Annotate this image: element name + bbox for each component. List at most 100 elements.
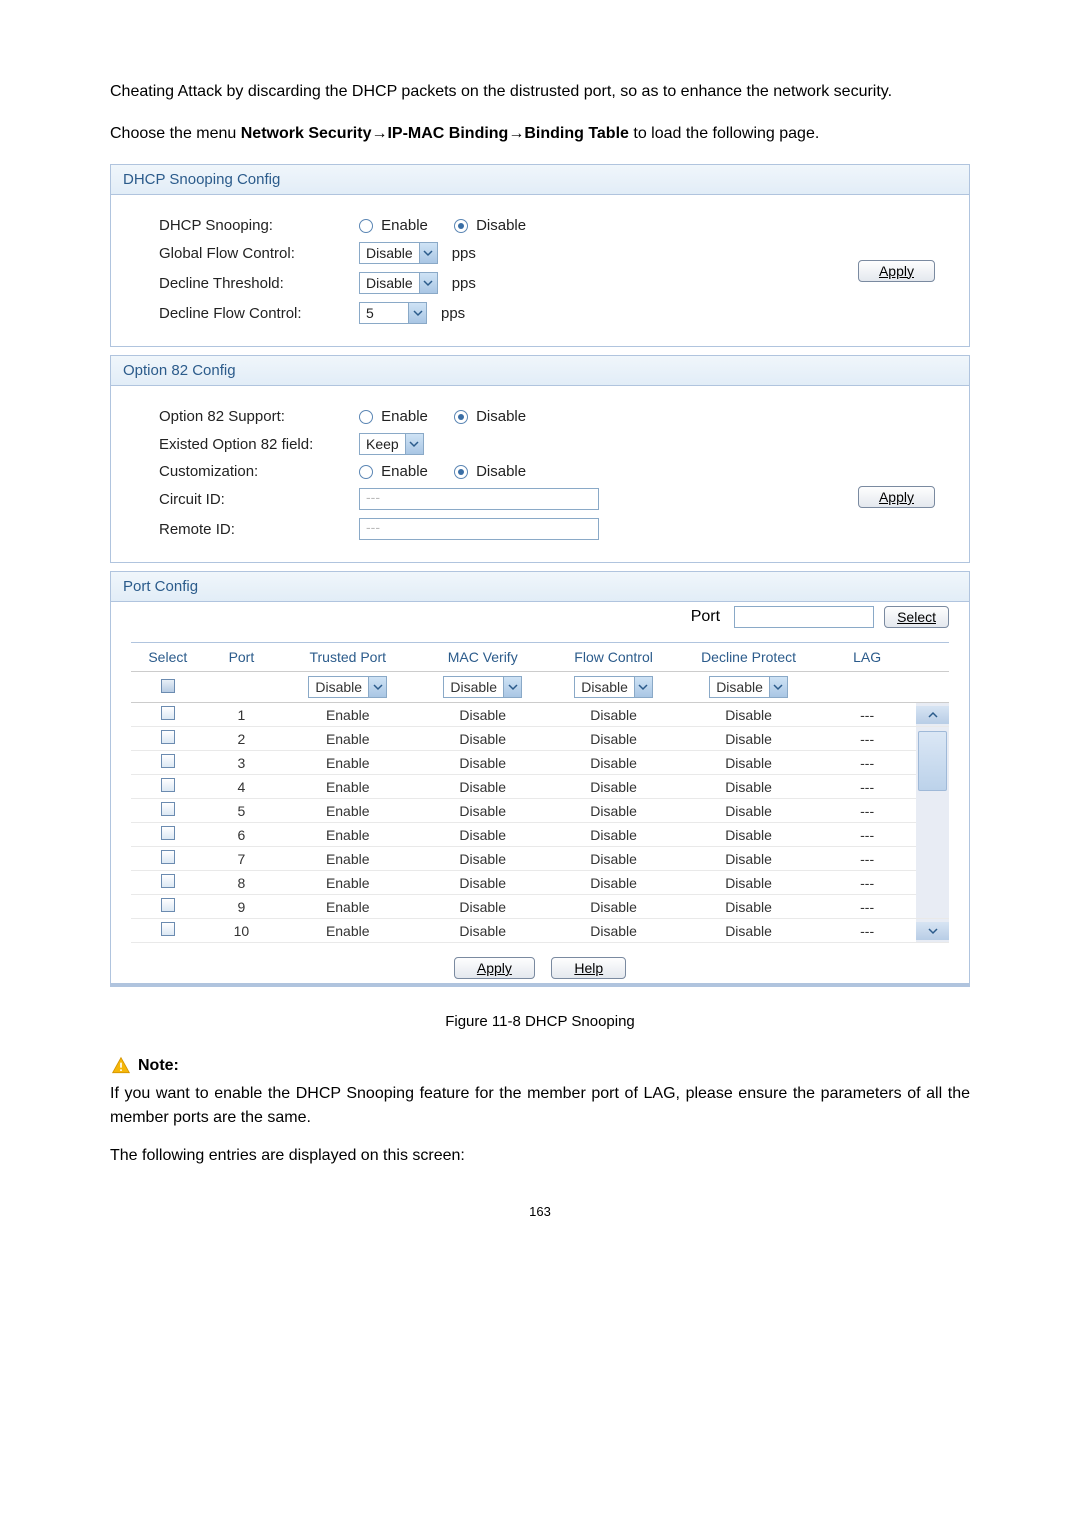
table-row: 4 Enable Disable Disable Disable ---	[131, 775, 949, 799]
table-row: 7 Enable Disable Disable Disable ---	[131, 847, 949, 871]
decline-default-select[interactable]: Disable	[709, 676, 788, 698]
port-filter-input[interactable]	[734, 606, 874, 628]
table-row: 6 Enable Disable Disable Disable ---	[131, 823, 949, 847]
row-checkbox[interactable]	[161, 826, 175, 840]
cell-flow: Disable	[548, 703, 679, 727]
warning-icon	[110, 1056, 132, 1076]
col-select: Select	[131, 643, 205, 672]
pps-unit: pps	[452, 245, 476, 262]
apply-button[interactable]: Apply	[858, 260, 935, 282]
decline-threshold-select[interactable]: Disable	[359, 272, 438, 294]
cell-lag: ---	[818, 919, 916, 943]
select-all-checkbox[interactable]	[161, 679, 175, 693]
disable-text: Disable	[476, 217, 526, 234]
cell-port: 7	[205, 847, 279, 871]
entries-intro: The following entries are displayed on t…	[110, 1144, 970, 1168]
table-row: 10 Enable Disable Disable Disable ---	[131, 919, 949, 943]
cell-flow: Disable	[548, 919, 679, 943]
col-decline: Decline Protect	[679, 643, 818, 672]
row-checkbox[interactable]	[161, 754, 175, 768]
scrollbar-thumb[interactable]	[918, 731, 947, 791]
cell-lag: ---	[818, 823, 916, 847]
chevron-down-icon[interactable]	[769, 677, 787, 697]
cell-trusted: Enable	[278, 703, 417, 727]
row-checkbox[interactable]	[161, 874, 175, 888]
cell-flow: Disable	[548, 775, 679, 799]
decline-threshold-label: Decline Threshold:	[159, 275, 359, 292]
custom-enable-radio[interactable]: Enable	[359, 463, 428, 480]
col-port: Port	[205, 643, 279, 672]
remote-id-input[interactable]: ---	[359, 518, 599, 540]
row-checkbox[interactable]	[161, 778, 175, 792]
circuit-id-label: Circuit ID:	[159, 491, 359, 508]
existed-option82-select[interactable]: Keep	[359, 433, 424, 455]
chevron-down-icon[interactable]	[408, 303, 426, 323]
cell-mac: Disable	[417, 847, 548, 871]
port-config-panel: Port Config Port Select Select Port Trus…	[110, 571, 970, 987]
cell-lag: ---	[818, 727, 916, 751]
cell-port: 10	[205, 919, 279, 943]
col-lag: LAG	[818, 643, 916, 672]
chevron-down-icon[interactable]	[419, 243, 437, 263]
note-heading: Note:	[110, 1056, 970, 1076]
cell-flow: Disable	[548, 823, 679, 847]
chevron-down-icon[interactable]	[419, 273, 437, 293]
apply-button[interactable]: Apply	[858, 486, 935, 508]
trusted-default-select[interactable]: Disable	[308, 676, 387, 698]
apply-button[interactable]: Apply	[454, 957, 535, 979]
cell-trusted: Enable	[278, 871, 417, 895]
option82-enable-radio[interactable]: Enable	[359, 408, 428, 425]
help-button[interactable]: Help	[551, 957, 626, 979]
mac-default-select[interactable]: Disable	[443, 676, 522, 698]
cell-port: 5	[205, 799, 279, 823]
cell-decline: Disable	[679, 799, 818, 823]
cell-flow: Disable	[548, 799, 679, 823]
row-checkbox[interactable]	[161, 898, 175, 912]
cell-lag: ---	[818, 871, 916, 895]
note-body: If you want to enable the DHCP Snooping …	[110, 1082, 970, 1130]
cell-trusted: Enable	[278, 895, 417, 919]
cell-flow: Disable	[548, 751, 679, 775]
cell-port: 9	[205, 895, 279, 919]
cell-decline: Disable	[679, 895, 818, 919]
option82-disable-radio[interactable]: Disable	[454, 408, 526, 425]
global-flow-select[interactable]: Disable	[359, 242, 438, 264]
decline-threshold-value: Disable	[360, 275, 419, 291]
cell-mac: Disable	[417, 871, 548, 895]
note-label: Note:	[138, 1057, 179, 1075]
dhcp-snooping-disable-radio[interactable]: Disable	[454, 217, 526, 234]
row-checkbox[interactable]	[161, 850, 175, 864]
disable-text: Disable	[476, 408, 526, 425]
row-checkbox[interactable]	[161, 802, 175, 816]
decline-flow-select[interactable]: 5	[359, 302, 427, 324]
chevron-down-icon[interactable]	[368, 677, 386, 697]
port-table: Select Port Trusted Port MAC Verify Flow…	[131, 642, 949, 943]
select-button[interactable]: Select	[884, 606, 949, 628]
chevron-down-icon[interactable]	[405, 434, 423, 454]
cell-trusted: Enable	[278, 775, 417, 799]
col-trusted: Trusted Port	[278, 643, 417, 672]
dhcp-snooping-label: DHCP Snooping:	[159, 217, 359, 234]
custom-disable-radio[interactable]: Disable	[454, 463, 526, 480]
cell-trusted: Enable	[278, 847, 417, 871]
intro-paragraph: Cheating Attack by discarding the DHCP p…	[110, 80, 970, 104]
circuit-id-input[interactable]: ---	[359, 488, 599, 510]
scroll-up-icon[interactable]	[916, 706, 949, 724]
row-checkbox[interactable]	[161, 922, 175, 936]
row-checkbox[interactable]	[161, 706, 175, 720]
menu-path: Network Security→IP-MAC Binding→Binding …	[241, 125, 629, 142]
cell-mac: Disable	[417, 799, 548, 823]
flow-default-select[interactable]: Disable	[574, 676, 653, 698]
chevron-down-icon[interactable]	[634, 677, 652, 697]
table-row: 2 Enable Disable Disable Disable ---	[131, 727, 949, 751]
chevron-down-icon[interactable]	[503, 677, 521, 697]
dhcp-snooping-enable-radio[interactable]: Enable	[359, 217, 428, 234]
row-checkbox[interactable]	[161, 730, 175, 744]
table-row: 9 Enable Disable Disable Disable ---	[131, 895, 949, 919]
cell-mac: Disable	[417, 727, 548, 751]
disable-text: Disable	[476, 463, 526, 480]
cell-lag: ---	[818, 847, 916, 871]
cell-mac: Disable	[417, 919, 548, 943]
scroll-down-icon[interactable]	[916, 922, 949, 940]
customization-label: Customization:	[159, 463, 359, 480]
